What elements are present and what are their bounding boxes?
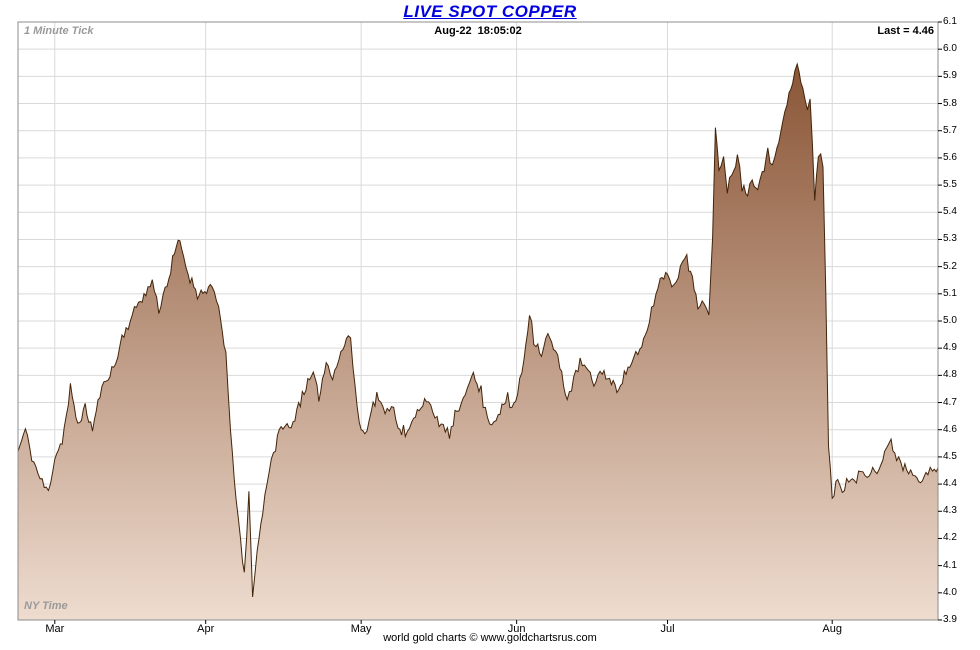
timestamp-label: Aug-22 18:05:02 [434,25,522,37]
credit-label: world gold charts © www.goldchartsrus.co… [383,632,597,644]
ny-time-label: NY Time [24,600,68,612]
price-line [17,62,939,598]
last-value-label: Last = 4.46 [877,25,934,37]
price-area [18,64,938,620]
chart-title: LIVE SPOT COPPER [403,2,577,21]
tick-interval-label: 1 Minute Tick [24,25,94,37]
